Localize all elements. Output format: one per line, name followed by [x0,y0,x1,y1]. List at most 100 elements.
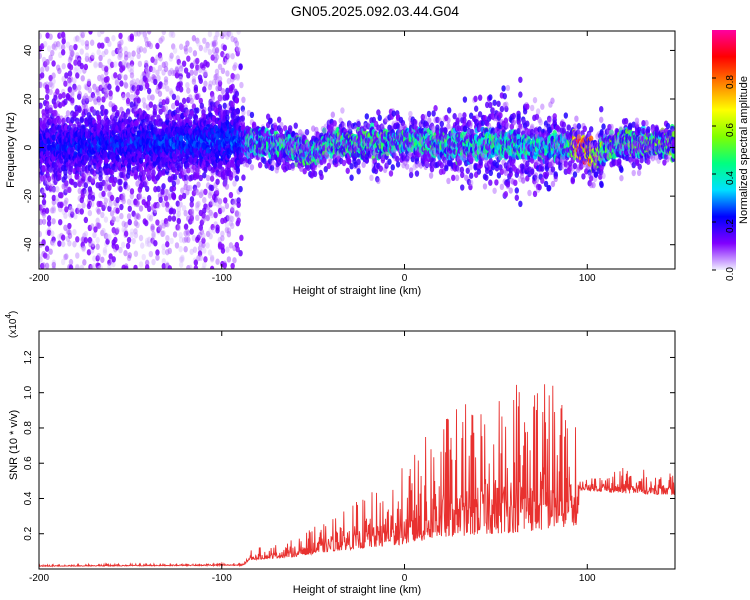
spectrogram-cell [46,229,52,236]
spectrogram-cell [46,220,52,227]
spectrogram-cell [125,97,131,105]
spectrogram-cell [145,200,151,207]
spectrogram-cell [100,211,105,219]
spectrogram-cell [144,66,150,73]
spectrogram-cell [67,222,72,230]
spectrogram-cell [73,85,78,92]
spectrogram-cell [131,210,136,217]
spectrogram-cell [146,31,152,35]
spectrogram-cell [121,93,126,101]
spectrogram-cell [103,86,109,93]
spectrogram-cell [57,117,62,125]
spectrogram-cell [81,245,86,253]
spectrogram-cell [113,165,118,173]
spectrogram-cell [121,220,126,228]
spectrogram-cell [223,197,228,204]
spectrogram-cell [144,62,149,70]
spectrogram-cell [90,91,96,99]
spectrogram-cell [70,211,75,218]
spectrogram-cell [118,32,123,40]
spectrogram-cell [115,196,120,204]
spectrogram-cell [65,116,71,124]
spectrogram-cell [136,213,141,220]
spectrogram-cell [51,72,56,79]
spectrogram-cell [161,183,166,190]
spectrogram-cell [123,82,129,89]
spectrogram-cell [89,200,95,208]
spectrogram-cell [58,101,63,109]
spectrogram-cell [135,200,140,208]
spectrogram-cell [53,41,58,48]
spectrogram-cell [107,40,112,48]
spectrogram-cell [239,234,244,242]
spectrogram-cell [202,106,207,114]
spectrogram-cell [109,219,115,226]
spectrogram-cell [113,72,118,79]
spectrogram-cell [107,183,112,190]
spectrogram-cell [207,48,213,56]
spectrogram-cell [144,59,149,67]
spectrogram-cell [125,184,131,191]
spectrogram-cell [136,97,141,104]
spectrogram-cell [59,192,64,199]
spectrogram-cell [68,258,74,266]
spectrogram-cell [39,72,45,79]
spectrogram-cell [39,187,45,194]
spectrogram-cell [129,60,135,67]
spectrogram-cell [322,158,327,165]
spectrogram-cell [113,176,118,184]
spectrogram-cell [73,43,78,51]
spectrogram-cell [104,65,109,73]
spectrogram-cell [129,33,134,40]
spectrogram-cell [249,164,255,171]
spectrogram-cell [96,252,101,260]
spectrogram-cell [104,108,109,116]
spectrogram-cell [39,204,43,211]
spectrogram-cell [95,243,100,250]
spectrogram-cell [148,42,154,50]
spectrogram-cell [160,35,165,42]
spectrogram-cell [90,240,96,248]
spectrogram-cell [123,50,129,58]
spectrogram-cell [142,32,147,39]
spectrogram-cell [203,69,208,77]
spectrogram-cell [208,232,213,240]
spectrogram-cell [202,37,207,44]
spectrogram-cell [186,87,191,94]
spectrogram-cell [188,264,193,269]
spectrogram-cell [189,97,194,105]
spectrogram-cell [48,74,53,82]
spectrogram-cell [119,39,124,46]
spectrogram-cell [100,256,105,263]
spectrogram-cell [198,44,204,52]
spectrogram-cell [55,64,61,71]
spectrogram-cell [133,198,138,206]
spectrogram-cell [121,166,126,173]
spectrogram-cell [146,40,152,48]
spectrogram-cell [51,43,57,50]
spectrogram-cell [44,100,50,107]
spectrogram-cell [104,48,109,55]
spectrogram-cell [133,31,139,37]
spectrogram-cell [214,46,220,54]
spectrogram-cell [96,222,101,230]
spectrogram-cell [101,227,106,235]
spectrogram-cell [60,49,66,56]
spectrogram-cell [178,43,184,50]
spectrogram-cell [123,54,129,61]
spectrogram-cell [86,78,92,86]
spectrogram-cell [175,178,180,185]
spectrogram-cell [51,236,56,243]
spectrogram-cell [58,118,63,126]
spectrogram-cell [55,88,60,95]
spectrogram-cell [129,72,135,79]
spectrogram-cell [64,197,69,204]
spectrogram-cell [39,52,43,60]
spectrogram-cell [209,256,215,263]
spectrogram-cell [67,186,72,194]
spectrogram-cell [83,63,89,71]
spectrogram-cell [87,209,93,217]
spectrogram-cell [60,234,66,241]
spectrogram-cell [115,207,120,214]
spectrogram-cell [102,88,108,95]
